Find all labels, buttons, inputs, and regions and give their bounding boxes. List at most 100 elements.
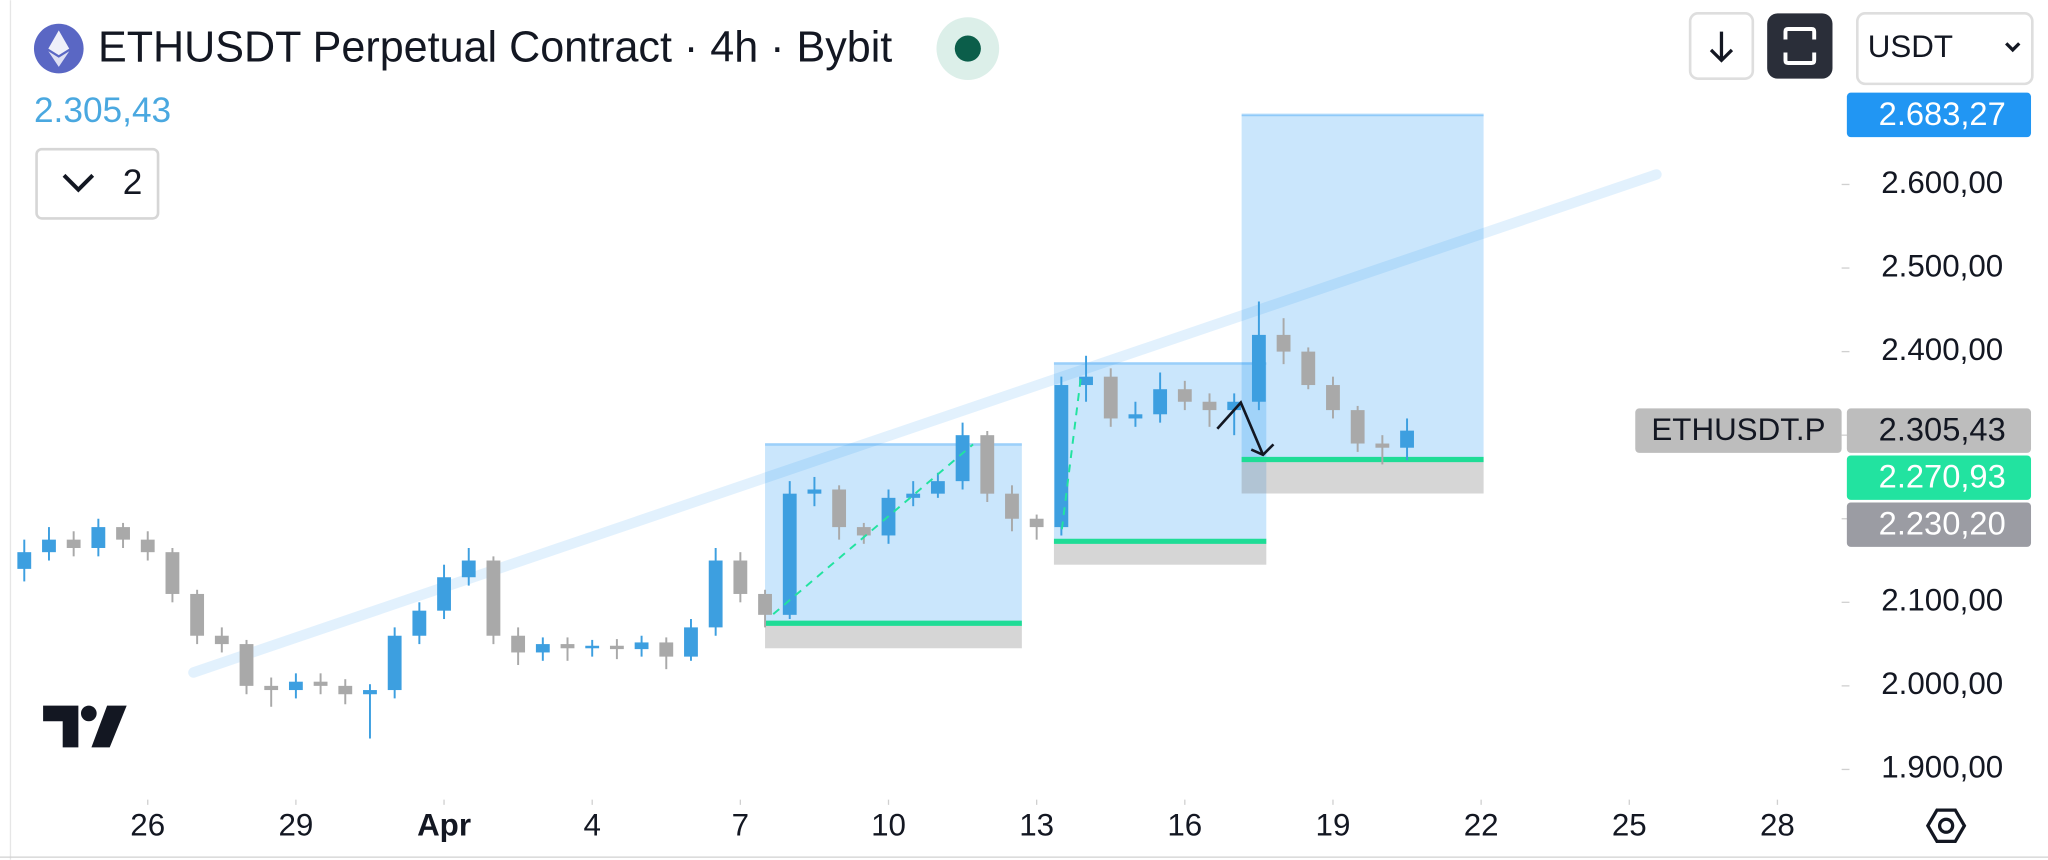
symbol-icon [33, 23, 84, 74]
candle-body [1276, 334, 1291, 352]
candle-body [116, 527, 130, 540]
symbol-tag [1635, 408, 1842, 453]
scroll-button[interactable] [1688, 12, 1755, 80]
tradingview-logo [43, 705, 127, 748]
candle-body [535, 644, 550, 653]
candle-body [288, 681, 303, 691]
candle-body [659, 642, 674, 657]
candle-body [560, 644, 575, 649]
stop-zone [1053, 541, 1267, 565]
candle-body [387, 635, 402, 691]
candle-body [930, 481, 945, 494]
stop-zone [765, 623, 1022, 649]
candle-body [733, 560, 748, 594]
candle-body [1005, 493, 1019, 519]
plot-area: 1.900,002.000,002.100,002.200,002.300,00… [17, 92, 2032, 842]
x-tick-label: 4 [583, 807, 600, 842]
x-tick-label: Apr [417, 807, 471, 842]
candle-body [1400, 430, 1414, 448]
candle-body [437, 577, 451, 611]
x-tick-label: 13 [1019, 807, 1054, 842]
candle-body [338, 685, 353, 695]
path-drawing [1060, 372, 1083, 530]
candle-body [486, 560, 501, 636]
x-tick-label: 25 [1612, 807, 1647, 842]
x-tick-label: 26 [130, 807, 165, 842]
symbol-tag-label: ETHUSDT.P [1651, 412, 1825, 447]
candle-body [214, 635, 229, 645]
candle-body [1103, 376, 1118, 419]
market-status[interactable] [936, 17, 1000, 80]
candle-body [758, 593, 772, 615]
candle-body [634, 642, 649, 650]
candle-body [585, 645, 600, 649]
y-tick-label: 2.500,00 [1881, 248, 2003, 283]
candle-body [17, 552, 32, 569]
candle-body [856, 527, 871, 536]
candle-body [66, 539, 81, 548]
x-tick-label: 28 [1760, 807, 1795, 842]
candle-body [1079, 376, 1093, 386]
candle-body [165, 552, 180, 594]
price-tag-label: 2.230,20 [1879, 505, 2006, 542]
x-tick-label: 16 [1167, 807, 1202, 842]
y-tick-label: 2.400,00 [1881, 332, 2003, 367]
y-tick-label: 1.900,00 [1881, 750, 2003, 785]
chart-title: ETHUSDT Perpetual Contract · 4h · Bybit [98, 23, 892, 71]
candle-body [1202, 401, 1217, 411]
target-zone [1241, 114, 1484, 460]
candle-body [980, 435, 995, 494]
y-tick-label: 2.100,00 [1881, 583, 2003, 618]
stop-zone [1241, 459, 1484, 494]
price-tag [1846, 92, 2032, 138]
candle-body [1128, 414, 1143, 419]
candle-body [1301, 351, 1316, 386]
candle-body [412, 610, 427, 636]
candle-body [190, 593, 205, 636]
candle-body [1251, 334, 1266, 402]
path-drawing [772, 443, 974, 615]
x-tick-label: 10 [871, 807, 906, 842]
candle-body [313, 681, 328, 686]
candle-body [782, 493, 797, 615]
candle-body [1350, 410, 1365, 444]
price-tag-label: 2.683,27 [1879, 95, 2006, 132]
arrow-drawing [1216, 400, 1275, 457]
candle-body [1227, 401, 1242, 411]
candle-body [239, 644, 254, 686]
candle-body [955, 435, 970, 482]
price-tag-label: 2.305,43 [1879, 411, 2006, 448]
candle-body [1153, 389, 1168, 415]
fullscreen-button[interactable] [1767, 13, 1833, 79]
indicator-count: 2 [123, 163, 143, 202]
candle-body [91, 527, 106, 548]
candle-body [832, 489, 847, 528]
price-tag-label: 2.270,93 [1879, 458, 2006, 495]
x-tick-label: 29 [278, 807, 313, 842]
currency: USDT [1868, 29, 1953, 64]
candle-body [684, 627, 698, 657]
x-tick-label: 22 [1464, 807, 1499, 842]
candle-body [1177, 389, 1192, 402]
candle-body [511, 635, 526, 653]
price-tag [1846, 408, 2032, 453]
candle-body [140, 539, 155, 553]
x-tick-label: 7 [732, 807, 749, 842]
candle-body [807, 489, 822, 494]
candle-body [1375, 443, 1390, 448]
candle-body [363, 690, 377, 695]
candle-body [609, 645, 624, 650]
candle-body [906, 493, 921, 498]
candle-body [1054, 385, 1069, 528]
last-price: 2.305,43 [34, 91, 171, 130]
price-tag [1846, 455, 2032, 500]
candle-body [1326, 385, 1340, 411]
settings-button[interactable] [1925, 808, 1967, 844]
indicator-toggle[interactable]: 2 [35, 147, 160, 220]
currency-dropdown[interactable]: USDT [1855, 12, 2034, 86]
candle-body [1029, 518, 1044, 528]
candle-body [461, 560, 476, 578]
y-tick-label: 2.000,00 [1881, 666, 2003, 701]
price-tag [1846, 502, 2032, 547]
